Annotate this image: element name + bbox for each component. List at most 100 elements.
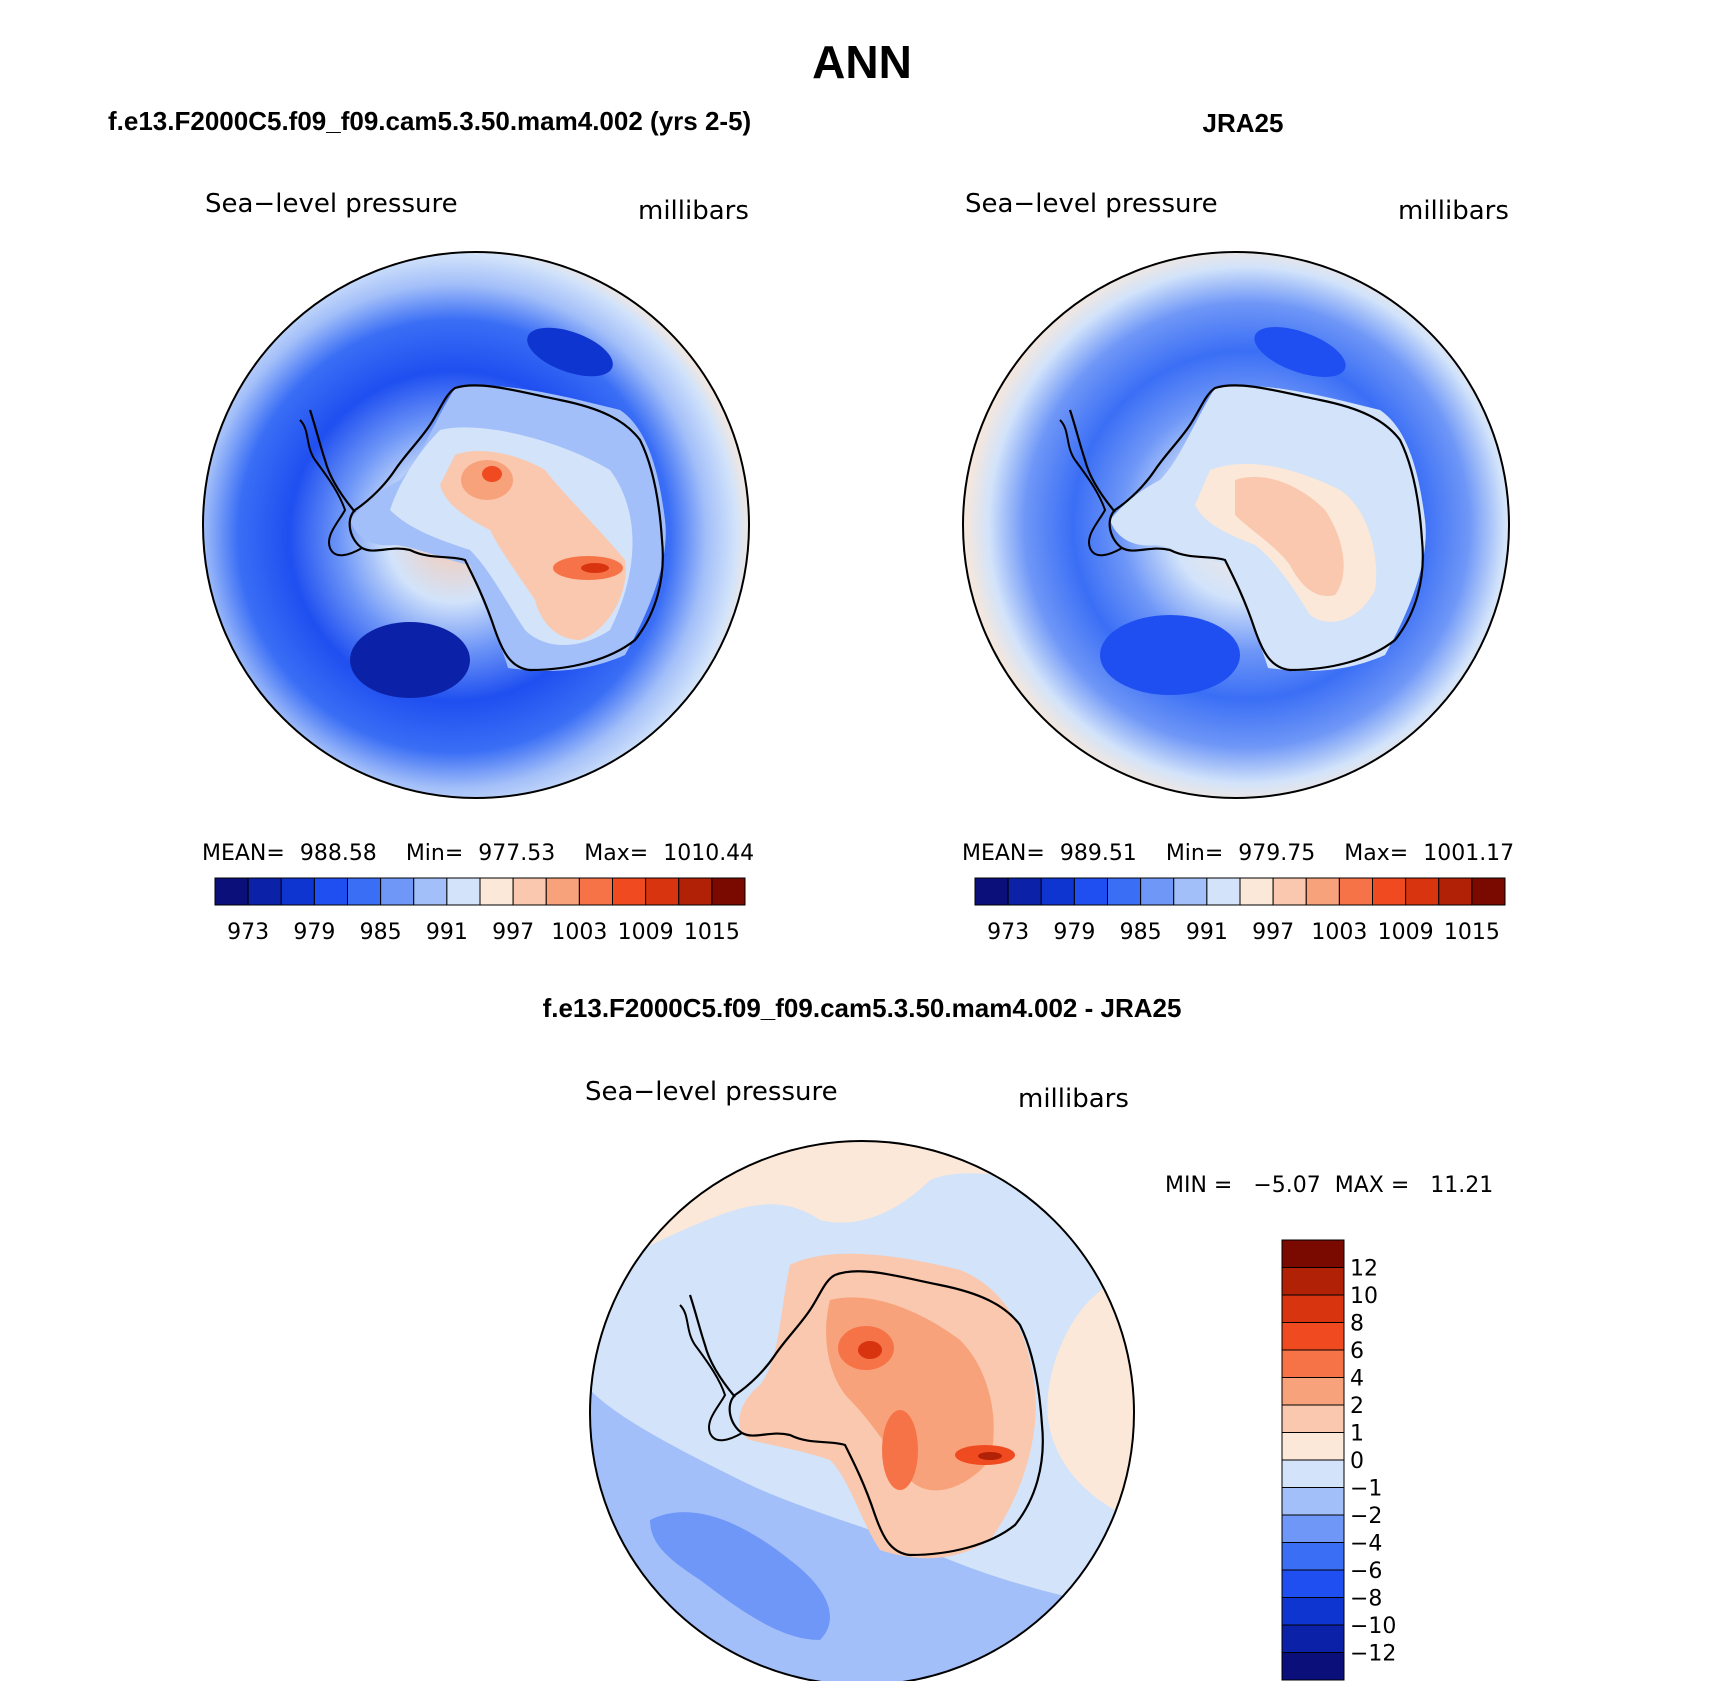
obs-colorbar-swatch-15 [1471, 877, 1506, 906]
obs-colorbar-swatch-14 [1438, 877, 1473, 906]
obs-colorbar-swatch-4 [1107, 877, 1142, 906]
model-colorbar-label-6: 1009 [618, 920, 674, 945]
diff-colorbar-swatch-7 [1281, 1432, 1345, 1461]
main-title: ANN [812, 36, 912, 88]
diff-colorbar-label-5: 2 [1350, 1394, 1364, 1419]
obs-variable-label: Sea−level pressure [965, 189, 1218, 219]
model-colorbar-swatch-14 [678, 877, 713, 906]
diff-colorbar-swatch-6 [1281, 1404, 1345, 1433]
obs-colorbar-label-1: 979 [1053, 920, 1095, 945]
model-coastline [308, 384, 664, 672]
obs-colorbar-swatch-0 [974, 877, 1009, 906]
diff-southwest-cool [590, 1390, 1080, 1681]
diff-colorbar-swatch-15 [1281, 1652, 1345, 1681]
model-stats: MEAN= 988.58 Min= 977.53 Max= 1010.44 [202, 841, 754, 866]
model-colorbar-label-0: 973 [227, 920, 269, 945]
diff-colorbar-swatch-3 [1281, 1322, 1345, 1351]
obs-colorbar-label-3: 991 [1186, 920, 1228, 945]
obs-colorbar-swatch-8 [1239, 877, 1274, 906]
model-high-core-3 [581, 563, 609, 573]
model-colorbar-swatch-2 [280, 877, 315, 906]
model-colorbar-swatch-5 [380, 877, 415, 906]
model-low-amundsen [350, 622, 470, 698]
diff-colorbar-swatch-1 [1281, 1267, 1345, 1296]
diff-colorbar-label-12: −8 [1350, 1587, 1382, 1612]
model-panel-header: f.e13.F2000C5.f09_f09.cam5.3.50.mam4.002… [108, 106, 751, 136]
obs-colorbar-label-6: 1009 [1378, 920, 1434, 945]
model-colorbar-swatch-8 [479, 877, 514, 906]
model-map-border [202, 251, 750, 799]
obs-min-value: 979.75 [1238, 841, 1315, 866]
model-colorbar-swatch-4 [347, 877, 382, 906]
model-high-core-5 [515, 502, 575, 558]
obs-mean-value: 989.51 [1060, 841, 1137, 866]
diff-colorbar-label-1: 10 [1350, 1284, 1378, 1309]
model-high-core-4 [482, 466, 502, 482]
model-colorbar-swatch-3 [313, 877, 348, 906]
model-max-value: 1010.44 [663, 841, 754, 866]
diff-units-label: millibars [1018, 1084, 1129, 1114]
obs-peninsula [1059, 419, 1123, 557]
obs-colorbar-swatch-3 [1073, 877, 1108, 906]
obs-colorbar-swatch-13 [1405, 877, 1440, 906]
diff-southwest-cool-2 [650, 1512, 830, 1640]
diff-panel: Sea−level pressure millibars MIN = −5.07… [585, 1077, 1493, 1681]
diff-coastline [688, 1270, 1044, 1557]
diff-map-border [589, 1140, 1135, 1681]
model-colorbar-label-7: 1015 [684, 920, 740, 945]
model-min-value: 977.53 [478, 841, 555, 866]
diff-colorbar-label-4: 4 [1350, 1367, 1364, 1392]
model-colorbar-label-3: 991 [426, 920, 468, 945]
diff-variable-label: Sea−level pressure [585, 1077, 838, 1107]
model-units-label: millibars [638, 196, 749, 226]
obs-colorbar-swatch-7 [1206, 877, 1241, 906]
diff-colorbar-swatch-13 [1281, 1597, 1345, 1626]
diff-map [590, 1141, 1134, 1681]
obs-units-label: millibars [1398, 196, 1509, 226]
obs-colorbar-swatch-5 [1140, 877, 1175, 906]
diff-colorbar-swatch-12 [1281, 1569, 1345, 1598]
obs-colorbar-label-7: 1015 [1444, 920, 1500, 945]
diff-colorbar-swatch-14 [1281, 1624, 1345, 1653]
diff-colorbar-label-9: −2 [1350, 1504, 1382, 1529]
model-colorbar-label-2: 985 [360, 920, 402, 945]
diff-core-2 [858, 1341, 882, 1359]
diff-colorbar-swatch-2 [1281, 1294, 1345, 1323]
model-variable-label: Sea−level pressure [205, 189, 458, 219]
model-colorbar: 973 979 985 991 997 1003 1009 1015 [214, 877, 746, 945]
diff-panel-header: f.e13.F2000C5.f09_f09.cam5.3.50.mam4.002… [543, 993, 1182, 1023]
diff-min-max: MIN = −5.07 MAX = 11.21 [1165, 1173, 1493, 1198]
diff-colorbar-label-8: −1 [1350, 1477, 1382, 1502]
obs-colorbar-swatch-2 [1040, 877, 1075, 906]
obs-colorbar-label-4: 997 [1252, 920, 1294, 945]
obs-colorbar-swatch-9 [1272, 877, 1307, 906]
model-max-label: Max= [584, 841, 648, 866]
diff-colorbar-label-10: −4 [1350, 1532, 1382, 1557]
model-panel: Sea−level pressure millibars MEAN= 988.5… [202, 189, 754, 945]
model-peninsula [299, 419, 363, 557]
obs-low-amundsen [1100, 615, 1240, 695]
diff-colorbar-swatch-4 [1281, 1349, 1345, 1378]
obs-colorbar-swatch-12 [1372, 877, 1407, 906]
diff-colorbar-swatch-5 [1281, 1377, 1345, 1406]
model-colorbar-swatch-9 [512, 877, 547, 906]
diff-colorbar-label-14: −12 [1350, 1642, 1396, 1667]
obs-min-label: Min= [1166, 841, 1223, 866]
model-colorbar-swatch-13 [645, 877, 680, 906]
diff-colorbar-label-13: −10 [1350, 1614, 1396, 1639]
obs-stats: MEAN= 989.51 Min= 979.75 Max= 1001.17 [962, 841, 1514, 866]
obs-interior-high-core [1235, 476, 1344, 596]
diff-colorbar-swatch-8 [1281, 1459, 1345, 1488]
obs-map-border [962, 251, 1510, 799]
obs-colorbar-swatch-11 [1338, 877, 1373, 906]
obs-colorbar-swatch-1 [1007, 877, 1042, 906]
diff-colorbar-swatch-11 [1281, 1542, 1345, 1571]
obs-mean-label: MEAN= [962, 841, 1045, 866]
diff-colorbar-swatch-0 [1281, 1239, 1345, 1268]
obs-colorbar-label-2: 985 [1120, 920, 1162, 945]
model-mean-label: MEAN= [202, 841, 285, 866]
obs-colorbar-label-0: 973 [987, 920, 1029, 945]
model-colorbar-swatch-6 [413, 877, 448, 906]
